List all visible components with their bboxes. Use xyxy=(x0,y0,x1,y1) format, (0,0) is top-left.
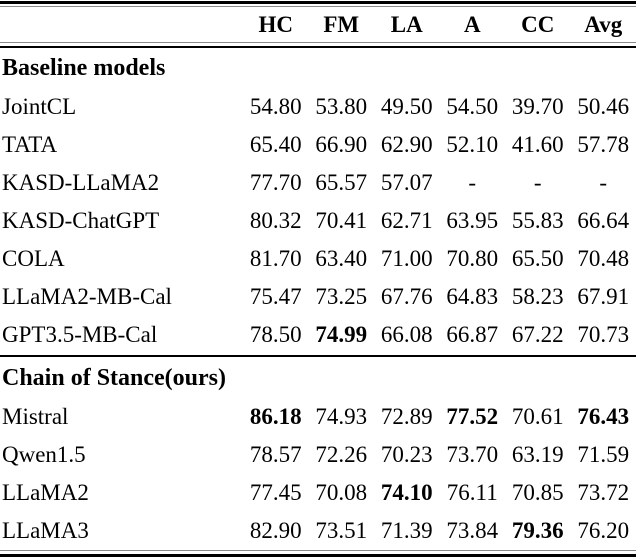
table-top-rule xyxy=(0,1,636,7)
value-cell: 70.85 xyxy=(511,480,564,505)
value-cell: 82.90 xyxy=(249,518,302,543)
value-cell: 74.93 xyxy=(315,404,368,429)
value-cell: 70.61 xyxy=(511,404,564,429)
col-header-avg: Avg xyxy=(584,12,623,37)
col-header-fm: FM xyxy=(323,12,360,37)
value-cell: 50.46 xyxy=(577,94,630,119)
row-label: LLaMA2-MB-Cal xyxy=(2,284,172,309)
value-cell: 65.40 xyxy=(249,132,302,157)
value-cell: 71.00 xyxy=(380,246,433,271)
value-cell: 49.50 xyxy=(380,94,433,119)
col-header-la: LA xyxy=(390,12,423,37)
value-cell: 67.76 xyxy=(380,284,433,309)
value-cell: 73.70 xyxy=(446,442,499,467)
value-cell: 54.50 xyxy=(446,94,499,119)
value-cell: 70.80 xyxy=(446,246,499,271)
value-cell: 67.91 xyxy=(577,284,630,309)
value-cell: 78.57 xyxy=(249,442,302,467)
col-header-cc: CC xyxy=(521,12,555,37)
value-cell: 77.70 xyxy=(249,170,302,195)
value-cell: 55.83 xyxy=(511,208,564,233)
value-cell: 72.26 xyxy=(315,442,368,467)
value-cell: - xyxy=(599,170,608,195)
value-cell: 65.50 xyxy=(511,246,564,271)
value-cell: 63.19 xyxy=(511,442,564,467)
value-cell: 72.89 xyxy=(380,404,433,429)
value-cell: 70.41 xyxy=(315,208,368,233)
value-cell: 77.45 xyxy=(249,480,302,505)
value-cell: - xyxy=(533,170,542,195)
row-label: Mistral xyxy=(2,404,69,429)
value-cell: 73.25 xyxy=(315,284,368,309)
value-cell: 65.57 xyxy=(315,170,368,195)
row-label: KASD-LLaMA2 xyxy=(2,170,160,195)
section-divider-rule xyxy=(0,355,636,357)
value-cell: 66.90 xyxy=(315,132,368,157)
value-cell: 78.50 xyxy=(249,322,302,347)
value-cell: 57.07 xyxy=(380,170,433,195)
row-label: TATA xyxy=(2,132,58,157)
value-cell: 75.47 xyxy=(249,284,302,309)
value-cell: 70.73 xyxy=(577,322,630,347)
value-cell: 70.48 xyxy=(577,246,630,271)
value-cell: 64.83 xyxy=(446,284,499,309)
col-header-a: A xyxy=(463,12,481,37)
value-cell: 63.95 xyxy=(446,208,499,233)
header-bottom-rule xyxy=(0,42,636,48)
value-cell: 66.64 xyxy=(577,208,630,233)
value-cell: 80.32 xyxy=(249,208,302,233)
value-cell: 71.39 xyxy=(380,518,433,543)
value-cell: 81.70 xyxy=(249,246,302,271)
value-cell-best: 74.99 xyxy=(315,322,368,347)
value-cell: 67.22 xyxy=(511,322,564,347)
header-corner-cell xyxy=(0,7,243,42)
value-cell: 76.20 xyxy=(577,518,630,543)
value-cell: 53.80 xyxy=(315,94,368,119)
value-cell: 70.23 xyxy=(380,442,433,467)
value-cell: 66.87 xyxy=(446,322,499,347)
value-cell: 73.51 xyxy=(315,518,368,543)
value-cell: 63.40 xyxy=(315,246,368,271)
row-label: LLaMA3 xyxy=(2,518,89,543)
row-label: LLaMA2 xyxy=(2,480,89,505)
section-title-baseline: Baseline models xyxy=(2,55,166,81)
row-label: JointCL xyxy=(2,94,77,119)
value-cell: 54.80 xyxy=(249,94,302,119)
value-cell: 70.08 xyxy=(315,480,368,505)
value-cell: 39.70 xyxy=(511,94,564,119)
value-cell-best: 86.18 xyxy=(249,404,302,429)
value-cell: 57.78 xyxy=(577,132,630,157)
value-cell-best: 77.52 xyxy=(446,404,499,429)
value-cell: 52.10 xyxy=(446,132,499,157)
value-cell-best: 74.10 xyxy=(380,480,433,505)
value-cell: 62.90 xyxy=(380,132,433,157)
value-cell: 62.71 xyxy=(380,208,433,233)
row-label: KASD-ChatGPT xyxy=(2,208,160,233)
value-cell-best: 76.43 xyxy=(577,404,630,429)
value-cell: 73.84 xyxy=(446,518,499,543)
row-label: Qwen1.5 xyxy=(2,442,86,467)
value-cell: 66.08 xyxy=(380,322,433,347)
value-cell: 71.59 xyxy=(577,442,630,467)
value-cell: 73.72 xyxy=(577,480,630,505)
row-label: COLA xyxy=(2,246,65,271)
table-bottom-rule xyxy=(0,550,636,557)
section-title-ours: Chain of Stance(ours) xyxy=(2,365,227,391)
col-header-hc: HC xyxy=(258,12,294,37)
value-cell-best: 79.36 xyxy=(511,518,564,543)
value-cell: 76.11 xyxy=(446,480,498,505)
value-cell: 58.23 xyxy=(511,284,564,309)
row-label: GPT3.5-MB-Cal xyxy=(2,322,158,347)
value-cell: - xyxy=(468,170,477,195)
value-cell: 41.60 xyxy=(511,132,564,157)
